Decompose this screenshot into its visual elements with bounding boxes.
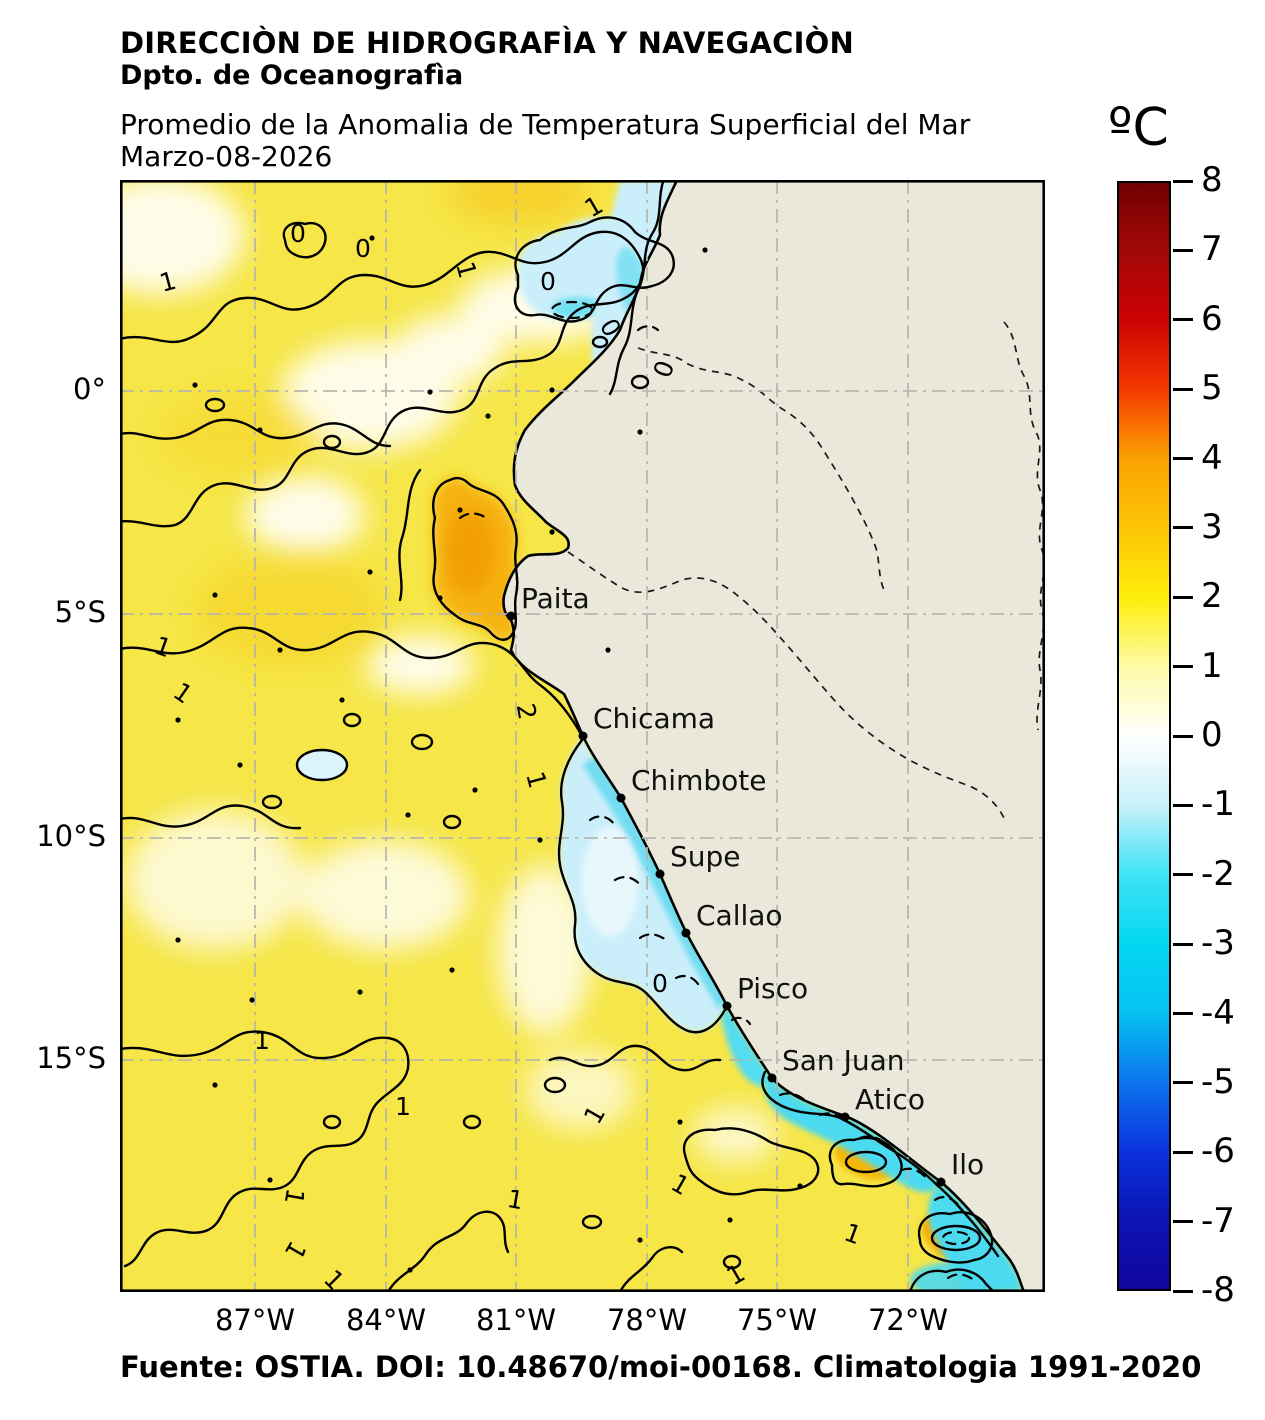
country-borders: [567, 321, 1045, 819]
colorbar-tick: [1173, 942, 1193, 946]
contour-label: 1: [279, 1186, 310, 1207]
contour-label: 1: [254, 1026, 270, 1055]
colorbar-tick-label: -8: [1201, 1270, 1235, 1310]
colorbar-tick: [1173, 387, 1193, 391]
map-border: [119, 179, 1046, 1293]
contour-specks: [175, 235, 803, 1273]
city-dot: [616, 793, 626, 803]
contour-label: 0: [290, 219, 306, 248]
colorbar-tick: [1173, 526, 1193, 530]
contour-label: 1: [156, 266, 179, 298]
colorbar-tick-label: 7: [1201, 229, 1223, 270]
colorbar-tick-label: -6: [1201, 1131, 1235, 1172]
ocean-orange-patches: [160, 180, 1008, 1292]
colorbar-tick: [1173, 1012, 1193, 1015]
colorbar-tick-label: -3: [1201, 923, 1235, 964]
colorbar-tick-label: 2: [1201, 576, 1223, 617]
y-tick-label: 10°S: [36, 819, 106, 853]
city-label: Supe: [670, 840, 741, 873]
city-dot: [767, 1073, 777, 1083]
map-title: Promedio de la Anomalia de Temperatura S…: [120, 108, 971, 141]
city-dot: [655, 869, 665, 879]
colorbar-tick: [1173, 1081, 1193, 1085]
colorbar-tick: [1173, 1289, 1193, 1293]
colorbar-unit-label: ºC: [1108, 98, 1169, 158]
x-tick-label: 78°W: [606, 1303, 688, 1337]
contour-label: 0: [540, 267, 556, 296]
colorbar-tick: [1173, 595, 1193, 599]
colorbar-tick: [1173, 248, 1193, 252]
city-label: Chicama: [593, 702, 715, 735]
colorbar-tick: [1173, 179, 1193, 183]
colorbar-tick-label: -4: [1201, 992, 1235, 1033]
contour-label: 1: [505, 1184, 526, 1215]
city-dot: [578, 731, 588, 741]
city-dot: [722, 1001, 732, 1011]
colorbar-tick-label: 0: [1201, 715, 1223, 755]
city-dot: [840, 1112, 850, 1122]
city-markers: Paita Chicama Chimbote Supe Callao Pisco San J…: [506, 582, 984, 1187]
colorbar-tick: [1173, 803, 1193, 807]
colorbar-tick-label: -1: [1201, 784, 1235, 825]
contour-label: 1: [450, 258, 482, 281]
colorbar-tick: [1173, 665, 1193, 669]
x-tick-label: 84°W: [345, 1303, 427, 1337]
colorbar-tick-label: 8: [1201, 160, 1223, 200]
x-tick-label: 75°W: [736, 1303, 818, 1337]
y-tick-label: 15°S: [36, 1041, 106, 1075]
data-source-note: Fuente: OSTIA. DOI: 10.48670/moi-00168. …: [120, 1350, 1202, 1384]
colorbar: [1117, 181, 1171, 1291]
colorbar-tick-label: -7: [1201, 1200, 1235, 1241]
colorbar-tick-label: -2: [1201, 853, 1235, 894]
contour-label: 1: [520, 768, 552, 791]
org-title-line1: DIRECCIÒN DE HIDROGRAFÌA Y NAVEGACIÒN: [120, 26, 854, 60]
colorbar-tick: [1173, 457, 1193, 460]
city-dot: [681, 928, 691, 938]
colorbar-tick: [1173, 873, 1193, 877]
y-tick-label: 5°S: [54, 595, 106, 629]
contour-label: 1: [395, 1092, 411, 1121]
city-label: Atico: [855, 1083, 925, 1116]
x-tick-label: 87°W: [214, 1303, 296, 1337]
x-tick-label: 81°W: [475, 1303, 557, 1337]
x-tick-label: 72°W: [867, 1303, 949, 1337]
contour-lines: [120, 180, 1000, 1292]
city-dot: [506, 611, 516, 621]
map-date: Marzo-08-2026: [120, 140, 333, 173]
negative-contour-lines: [458, 300, 978, 1284]
colorbar-tick-label: 1: [1201, 645, 1223, 686]
colorbar-tick-label: 4: [1201, 437, 1223, 478]
colorbar-tick: [1173, 1150, 1193, 1154]
colorbar-tick-label: -5: [1201, 1061, 1235, 1102]
city-dot: [936, 1177, 946, 1187]
contour-label: 0: [652, 969, 668, 998]
y-tick-label: 0°: [73, 372, 106, 406]
org-title-line2: Dpto. de Oceanografìa: [120, 60, 464, 91]
colorbar-tick-label: 5: [1201, 368, 1223, 409]
city-label: San Juan: [782, 1044, 905, 1077]
graticule: [120, 180, 1045, 1292]
city-label: Ilo: [951, 1148, 984, 1181]
contour-label: 2: [511, 701, 542, 722]
city-label: Callao: [696, 899, 783, 932]
colorbar-tick: [1173, 318, 1193, 322]
colorbar-tick-label: 3: [1201, 506, 1223, 547]
city-label: Pisco: [737, 972, 808, 1005]
colorbar-tick: [1173, 1220, 1193, 1224]
colorbar-tick: [1173, 734, 1193, 738]
colorbar-tick-label: 6: [1201, 298, 1223, 339]
city-label: Chimbote: [631, 764, 766, 797]
city-label: Paita: [521, 582, 590, 615]
contour-label: 0: [355, 234, 371, 263]
